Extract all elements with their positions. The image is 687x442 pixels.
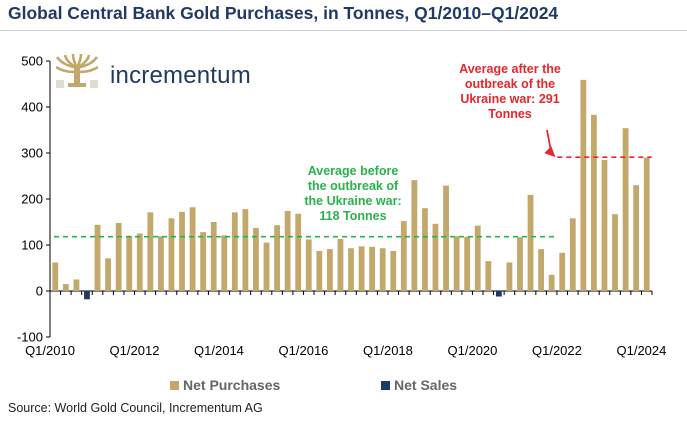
bar-net-purchases [348, 248, 354, 291]
annotation-after-line: Average after the [459, 62, 561, 76]
logo-wordmark: incrementum [110, 62, 251, 89]
legend-label-purchases: Net Purchases [183, 377, 281, 393]
bar-net-purchases [548, 274, 555, 291]
annotation-before-line: the Ukraine war: [304, 194, 402, 208]
bar-net-purchases [52, 262, 59, 291]
annotation-before-line: the outbreak of [307, 179, 399, 193]
bar-net-purchases [316, 250, 323, 291]
bar-net-purchases [422, 208, 428, 291]
bar-net-purchases [126, 235, 133, 291]
annotation-before: Average before the outbreak of the Ukrai… [288, 164, 418, 224]
legend-item-purchases: Net Purchases [170, 377, 280, 393]
bar-net-purchases [221, 235, 228, 291]
annotation-after-line: Tonnes [488, 107, 532, 121]
annotation-after-line: outbreak of the [464, 77, 556, 91]
bar-net-purchases [485, 261, 492, 291]
annotation-before-line: Average before [307, 164, 399, 178]
bar-net-sales [495, 291, 502, 297]
bar-net-purchases [189, 207, 196, 291]
y-tick-label: 500 [21, 54, 43, 69]
x-tick-label: Q1/2016 [279, 343, 329, 358]
bar-net-purchases [210, 222, 217, 291]
bar-net-purchases [115, 222, 122, 291]
bar-net-purchases [643, 157, 650, 291]
legend-item-sales: Net Sales [381, 377, 457, 393]
bar-net-purchases [569, 218, 576, 291]
legend-swatch-sales [381, 380, 390, 390]
y-tick-label: -100 [17, 330, 43, 345]
bar-net-purchases [62, 284, 69, 291]
bar-net-purchases [326, 249, 333, 291]
bar-net-purchases [94, 224, 101, 291]
y-tick-label: 300 [21, 146, 43, 161]
bar-net-purchases [474, 225, 481, 291]
x-tick-label: Q1/2020 [448, 343, 498, 358]
bar-net-purchases [633, 185, 640, 291]
bar-net-purchases [157, 236, 164, 291]
bar-net-purchases [601, 159, 608, 291]
bar-net-purchases [284, 210, 291, 291]
x-tick-label: Q1/2024 [617, 343, 667, 358]
bar-net-purchases [622, 128, 629, 291]
bar-net-purchases [411, 180, 418, 291]
x-tick-label: Q1/2018 [363, 343, 413, 358]
bar-net-purchases [538, 249, 545, 291]
legend-swatch-purchases [170, 380, 179, 390]
bar-net-purchases [506, 262, 513, 291]
y-tick-label: 200 [21, 192, 43, 207]
bar-net-purchases [295, 213, 302, 291]
bar-net-purchases [559, 252, 566, 291]
legend-label-sales: Net Sales [394, 377, 458, 393]
bar-net-purchases [168, 218, 175, 291]
bar-net-purchases [390, 250, 397, 291]
bar-net-purchases [231, 212, 238, 291]
bar-net-purchases [337, 239, 344, 291]
x-tick-label: Q1/2022 [532, 343, 582, 358]
bar-net-purchases [358, 246, 365, 291]
bar-net-purchases [274, 225, 280, 291]
chart-title: Global Central Bank Gold Purchases, in T… [8, 3, 559, 23]
annotation-before-line: 118 Tonnes [319, 209, 387, 223]
bar-net-purchases [263, 242, 270, 291]
bar-net-purchases [400, 221, 407, 291]
bar-net-purchases [200, 232, 207, 291]
x-tick-label: Q1/2014 [194, 343, 244, 358]
bar-net-purchases [253, 227, 259, 291]
bar-net-purchases [453, 236, 460, 291]
bar-net-purchases [517, 237, 523, 291]
bar-net-purchases [591, 114, 597, 291]
y-tick-label: 0 [36, 284, 43, 299]
bar-net-purchases [136, 233, 143, 291]
x-tick-label: Q1/2012 [110, 343, 160, 358]
bar-net-purchases [73, 279, 80, 291]
bar-net-purchases [432, 223, 439, 291]
bar-net-purchases [105, 258, 111, 291]
bar-net-purchases [580, 79, 587, 291]
bar-net-purchases [179, 211, 185, 291]
y-tick-label: 400 [21, 100, 43, 115]
title-divider [0, 30, 687, 31]
bar-net-purchases [305, 239, 312, 291]
x-tick-label: Q1/2010 [25, 343, 75, 358]
bar-net-purchases [242, 209, 249, 291]
source-note: Source: World Gold Council, Incrementum … [8, 401, 263, 415]
bar-net-purchases [443, 185, 449, 291]
y-tick-label: 100 [21, 238, 43, 253]
incrementum-logo-icon [55, 53, 99, 95]
bar-net-purchases [527, 194, 534, 291]
bar-net-purchases [464, 236, 471, 291]
bar-net-purchases [612, 214, 618, 291]
annotation-after: Average after the outbreak of the Ukrain… [440, 62, 580, 122]
annotation-after-line: Ukraine war: 291 [460, 92, 560, 106]
bar-net-purchases [379, 248, 386, 291]
bar-net-sales [84, 291, 90, 300]
annotation-arrow-head [544, 146, 556, 158]
bar-net-purchases [369, 246, 376, 291]
bar-net-purchases [147, 212, 154, 291]
